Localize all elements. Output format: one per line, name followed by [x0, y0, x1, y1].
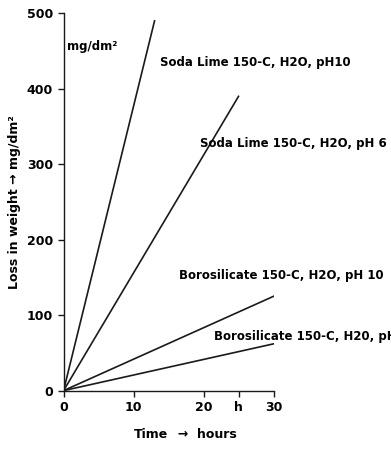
Text: Soda Lime 150-C, H2O, pH10: Soda Lime 150-C, H2O, pH10: [160, 56, 351, 69]
Text: Time: Time: [134, 428, 169, 441]
Text: mg/dm²: mg/dm²: [67, 40, 117, 53]
Text: →  hours: → hours: [169, 428, 236, 441]
Text: Borosilicate 150-C, H2O, pH 10: Borosilicate 150-C, H2O, pH 10: [179, 269, 384, 282]
Text: Soda Lime 150-C, H2O, pH 6: Soda Lime 150-C, H2O, pH 6: [200, 136, 387, 150]
Y-axis label: Loss in weight → mg/dm²: Loss in weight → mg/dm²: [8, 115, 22, 289]
Text: Borosilicate 150-C, H20, pH 6: Borosilicate 150-C, H20, pH 6: [214, 330, 391, 343]
